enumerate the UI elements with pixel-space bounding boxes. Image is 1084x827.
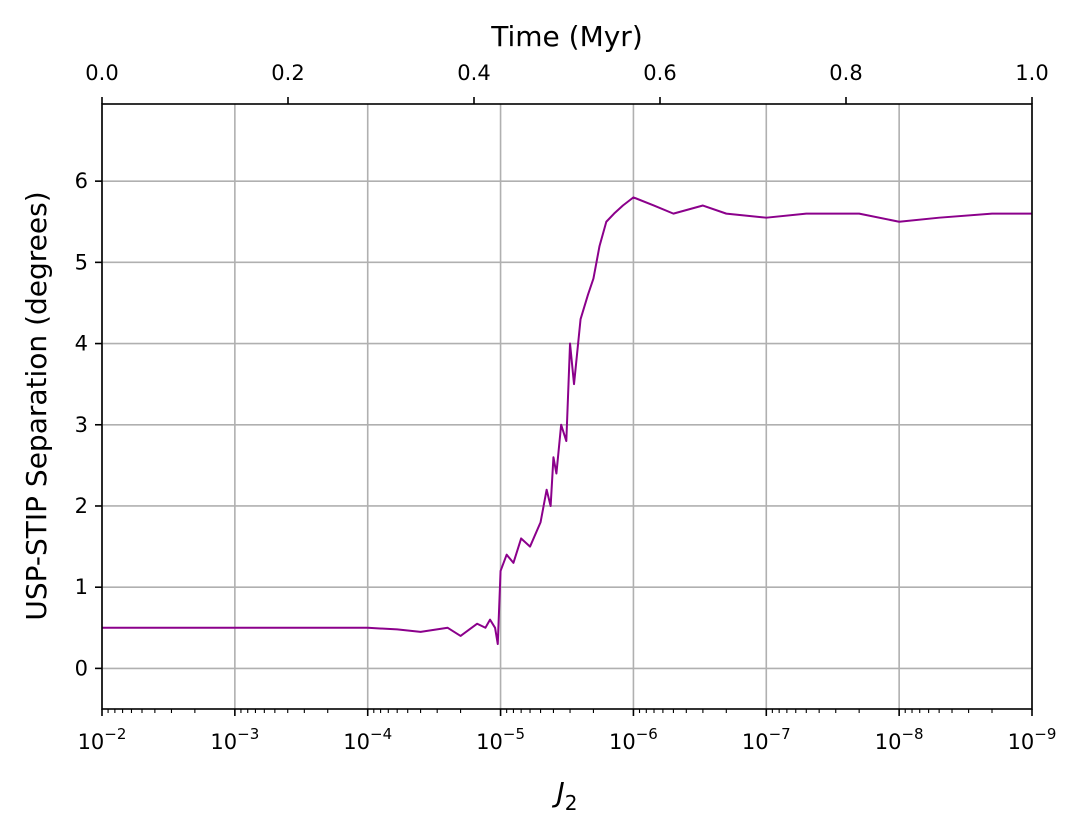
x-tick-label: 10−2 xyxy=(78,725,127,754)
top-axis-title: Time (Myr) xyxy=(490,20,643,53)
x-tick-label-base: 10 xyxy=(210,730,237,754)
x-tick-label-exponent: −5 xyxy=(503,725,525,743)
x-tick-label-exponent: −6 xyxy=(636,725,658,743)
x-tick-label-base: 10 xyxy=(875,730,902,754)
y-tick-label: 3 xyxy=(75,413,88,437)
x-tick-label-base: 10 xyxy=(742,730,769,754)
y-tick-label: 5 xyxy=(75,250,88,274)
x-tick-label: 10−6 xyxy=(609,725,658,754)
series-line xyxy=(102,196,1032,646)
x-tick-label-base: 10 xyxy=(78,730,105,754)
x-tick-label-exponent: −3 xyxy=(237,725,259,743)
top-tick-label: 0.6 xyxy=(643,61,676,85)
y-tick-label: 0 xyxy=(75,656,88,680)
top-tick-label: 0.8 xyxy=(829,61,862,85)
top-tick-label: 0.4 xyxy=(457,61,490,85)
grid-lines xyxy=(101,104,1033,709)
x-tick-label-base: 10 xyxy=(343,730,370,754)
x-tick-label: 10−5 xyxy=(476,725,525,754)
x-tick-label-exponent: −2 xyxy=(104,725,126,743)
y-tick-label: 6 xyxy=(75,169,88,193)
x-tick-label: 10−7 xyxy=(742,725,791,754)
y-tick-label: 1 xyxy=(75,575,88,599)
top-tick-label: 0.0 xyxy=(85,61,118,85)
y-axis-title: USP-STIP Separation (degrees) xyxy=(20,191,53,620)
x-tick-label-base: 10 xyxy=(609,730,636,754)
top-tick-label: 1.0 xyxy=(1015,61,1048,85)
top-tick-label: 0.2 xyxy=(271,61,304,85)
x-tick-label-exponent: −4 xyxy=(370,725,392,743)
tick-labels: 10−2 10−3 10−4 10−5 10−6 10−7 10−8 10−90.0 0.2 0.… xyxy=(75,61,1057,754)
x-tick-label-exponent: −9 xyxy=(1034,725,1056,743)
x-tick-label-base: 10 xyxy=(1008,730,1035,754)
x-axis-title-subscript: 2 xyxy=(565,791,578,815)
x-tick-label: 10−3 xyxy=(210,725,259,754)
x-tick-label-exponent: −8 xyxy=(901,725,923,743)
x-tick-label-base: 10 xyxy=(476,730,503,754)
x-tick-label: 10−8 xyxy=(875,725,924,754)
x-tick-label-exponent: −7 xyxy=(769,725,791,743)
x-tick-label: 10−9 xyxy=(1008,725,1057,754)
y-tick-label: 2 xyxy=(75,494,88,518)
axis-ticks xyxy=(95,97,1033,716)
x-tick-label: 10−4 xyxy=(343,725,392,754)
y-tick-label: 4 xyxy=(75,332,88,356)
plot-frame xyxy=(101,103,1033,710)
data-series xyxy=(102,196,1032,646)
